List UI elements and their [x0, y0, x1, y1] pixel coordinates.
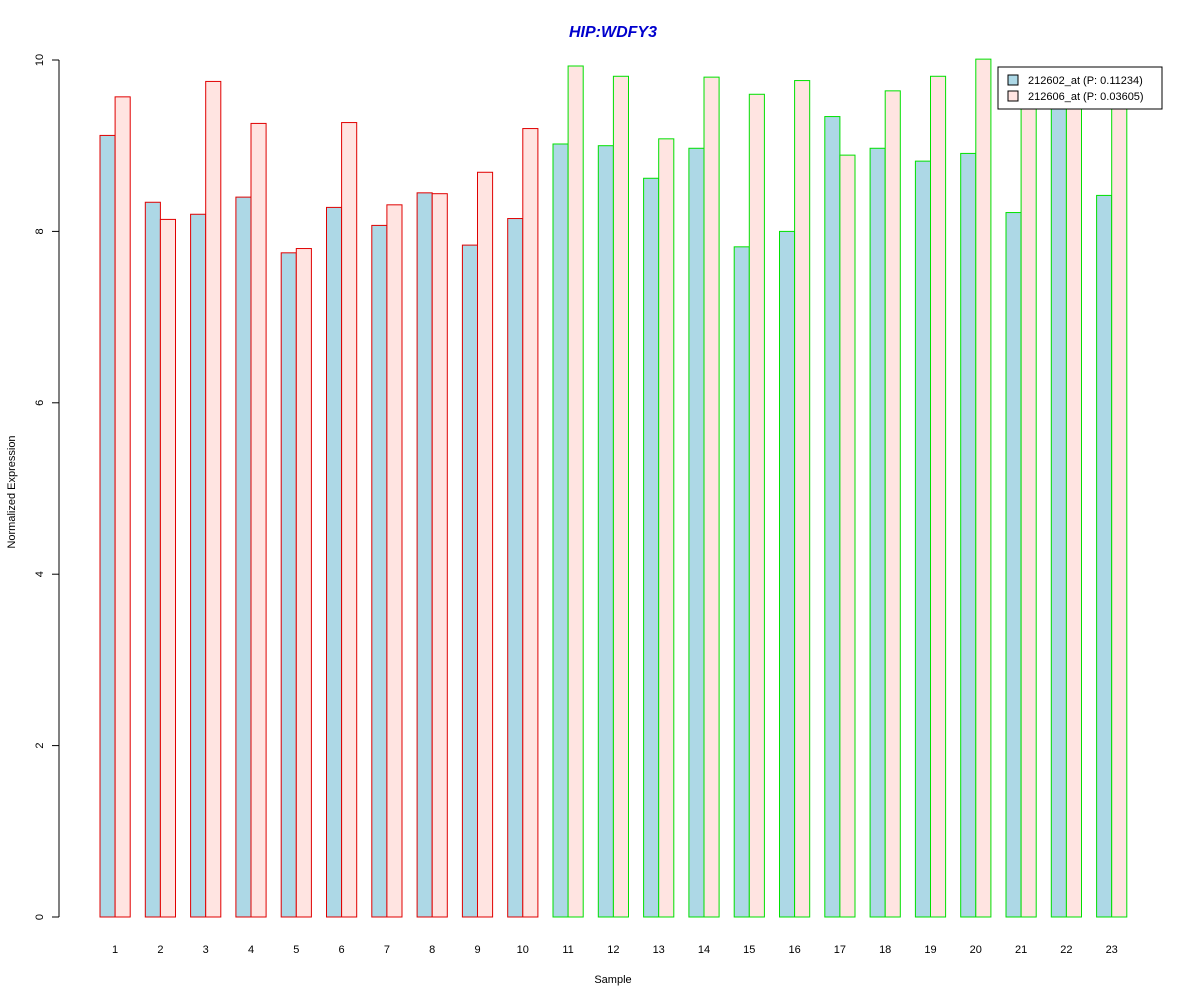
bar-sample-2-series-1	[144, 201, 161, 918]
bar-sample-6-series-2	[341, 122, 358, 918]
y-tick-label: 4	[34, 571, 46, 577]
bar-sample-13-series-2	[658, 138, 675, 918]
y-tick-label: 10	[34, 54, 46, 66]
bar-sample-17-series-2	[839, 154, 856, 918]
y-tick-label: 8	[34, 228, 46, 234]
x-tick-label: 9	[474, 944, 480, 956]
bar-sample-2-series-2	[159, 218, 176, 918]
x-tick-label: 1	[112, 944, 118, 956]
legend: 212602_at (P: 0.11234) 212606_at (P: 0.0…	[997, 66, 1163, 110]
bar-sample-4-series-2	[250, 122, 267, 918]
y-axis-title: Normalized Expression	[6, 435, 18, 548]
x-tick-label: 18	[879, 944, 891, 956]
bar-sample-13-series-1	[643, 177, 660, 918]
x-tick-label: 16	[788, 944, 800, 956]
x-tick-label: 5	[293, 944, 299, 956]
y-tick-label: 0	[34, 914, 46, 920]
chart-title: HIP:WDFY3	[569, 24, 657, 41]
bar-sample-7-series-1	[371, 224, 388, 918]
legend-swatch-212606	[1007, 90, 1019, 102]
x-tick-label: 7	[384, 944, 390, 956]
bars-layer	[99, 58, 1128, 918]
bar-sample-19-series-2	[930, 75, 947, 918]
bar-sample-16-series-2	[794, 80, 811, 918]
bar-sample-20-series-2	[975, 58, 992, 918]
bar-sample-9-series-1	[461, 244, 478, 918]
bar-sample-10-series-2	[522, 128, 539, 918]
bar-sample-12-series-2	[612, 75, 630, 918]
bar-sample-21-series-2	[1020, 93, 1037, 918]
bar-sample-8-series-2	[431, 193, 448, 918]
bar-sample-21-series-1	[1005, 212, 1022, 918]
bar-sample-11-series-2	[567, 65, 584, 918]
x-tick-label: 23	[1106, 944, 1118, 956]
bar-sample-7-series-2	[386, 204, 403, 918]
bar-sample-18-series-2	[884, 90, 901, 918]
bar-sample-9-series-2	[477, 171, 494, 918]
bar-sample-8-series-1	[416, 192, 433, 918]
legend-box	[997, 66, 1163, 110]
bar-sample-5-series-1	[280, 252, 297, 918]
x-axis-labels: 1 2 3 4 5 6 7 8 9 10 11 12 13 14 15 16 17 18 19 20 21 22 23	[112, 944, 1118, 956]
x-tick-label: 4	[248, 944, 254, 956]
bar-sample-1-series-1	[99, 134, 116, 918]
bar-sample-5-series-2	[295, 248, 312, 918]
x-tick-label: 2	[157, 944, 163, 956]
x-tick-label: 21	[1015, 944, 1027, 956]
bar-sample-6-series-1	[326, 206, 343, 918]
bar-sample-3-series-2	[205, 80, 222, 918]
bar-sample-1-series-2	[114, 96, 131, 918]
x-tick-label: 8	[429, 944, 435, 956]
x-tick-label: 22	[1060, 944, 1072, 956]
bar-sample-15-series-2	[748, 93, 765, 918]
legend-label-212606: 212606_at (P: 0.03605)	[1028, 91, 1144, 103]
x-tick-label: 13	[653, 944, 665, 956]
bar-sample-22-series-2	[1065, 98, 1083, 918]
bar-sample-15-series-1	[733, 246, 750, 918]
bar-sample-23-series-2	[1111, 93, 1128, 918]
legend-swatch-212602	[1007, 74, 1019, 86]
bar-sample-23-series-1	[1096, 194, 1113, 918]
x-tick-label: 17	[834, 944, 846, 956]
legend-label-212602: 212602_at (P: 0.11234)	[1028, 75, 1143, 87]
x-tick-label: 20	[970, 944, 982, 956]
x-tick-label: 15	[743, 944, 755, 956]
bar-sample-12-series-1	[597, 145, 614, 918]
x-tick-label: 14	[698, 944, 710, 956]
bar-sample-20-series-1	[960, 152, 977, 918]
bar-sample-4-series-1	[235, 196, 252, 918]
y-tick-label: 2	[34, 743, 46, 749]
bar-sample-14-series-2	[703, 76, 720, 918]
x-tick-label: 11	[562, 944, 573, 956]
y-axis: 0 2 4 6 8 10	[34, 54, 60, 920]
bar-sample-10-series-1	[507, 218, 524, 918]
x-tick-label: 19	[924, 944, 936, 956]
x-tick-label: 6	[339, 944, 345, 956]
bar-sample-19-series-1	[914, 160, 932, 918]
x-axis-title: Sample	[594, 974, 631, 986]
bar-sample-16-series-1	[779, 230, 796, 918]
bar-sample-18-series-1	[869, 147, 886, 918]
bar-sample-14-series-1	[688, 147, 705, 918]
bar-sample-22-series-1	[1050, 102, 1067, 918]
x-tick-label: 10	[517, 944, 529, 956]
x-tick-label: 12	[607, 944, 619, 956]
y-tick-label: 6	[34, 400, 46, 406]
x-tick-label: 3	[203, 944, 209, 956]
bar-sample-17-series-1	[824, 116, 841, 918]
bar-sample-11-series-1	[552, 143, 569, 918]
bar-sample-3-series-1	[190, 213, 207, 918]
